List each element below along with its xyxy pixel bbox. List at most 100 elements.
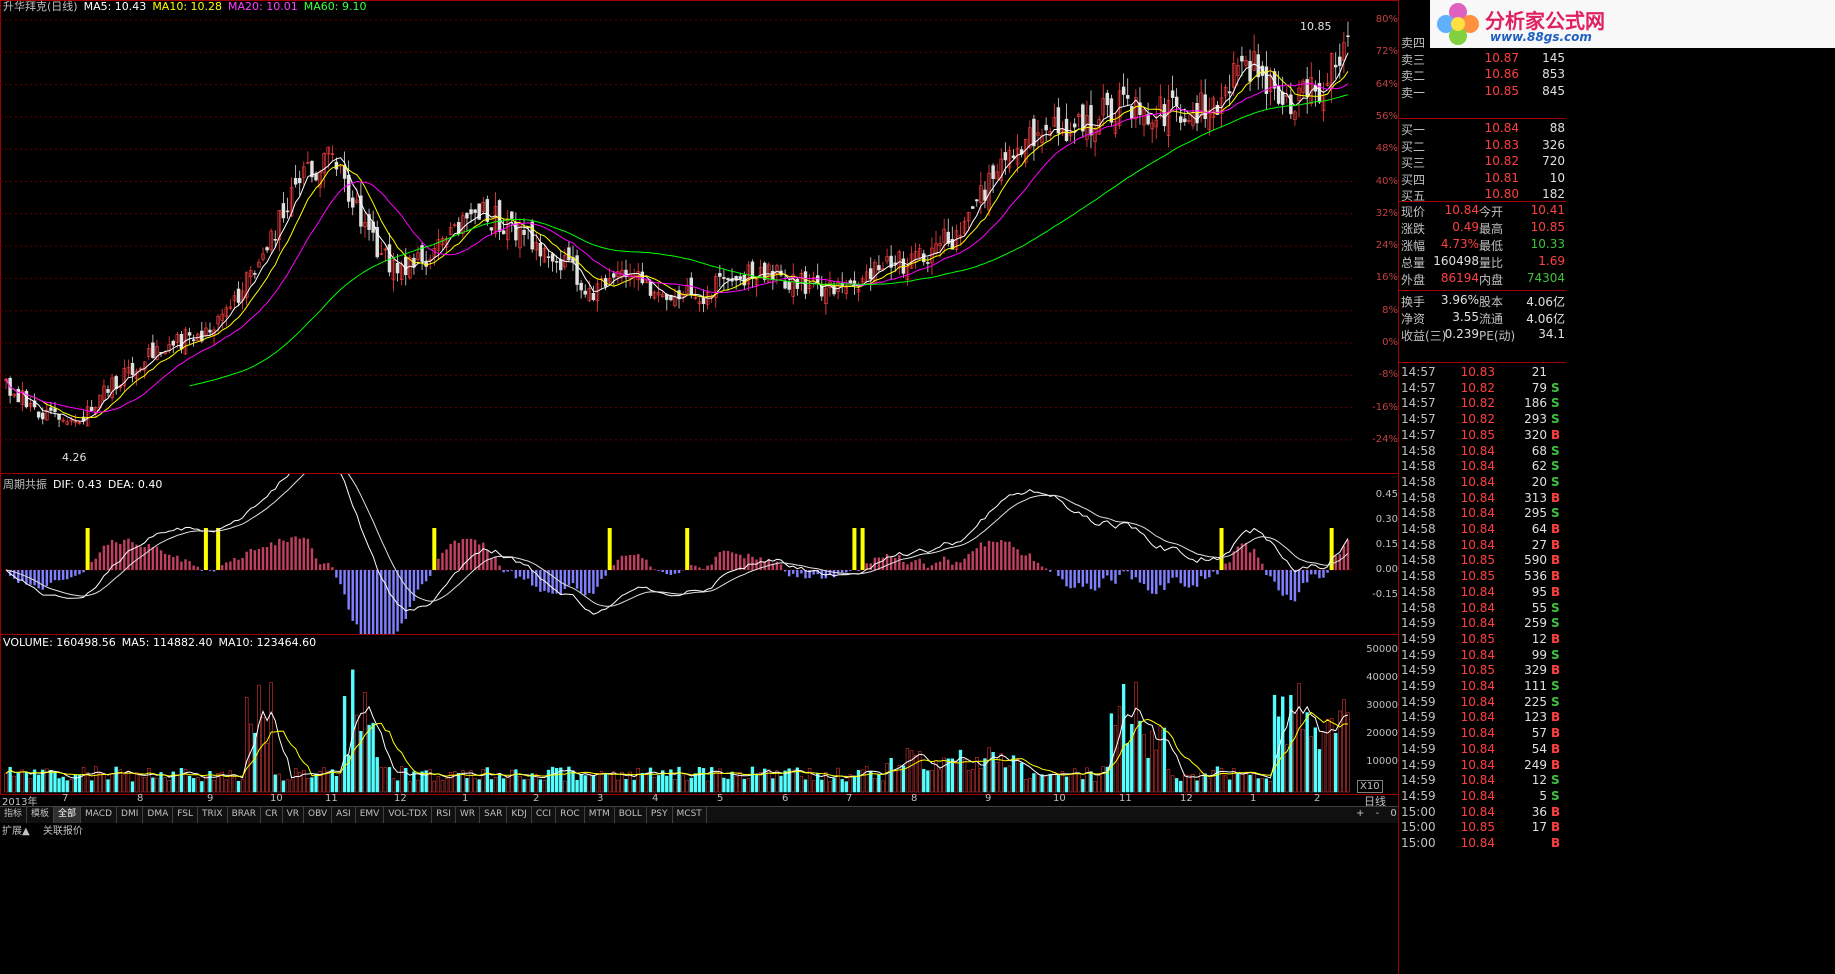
volume-bar bbox=[864, 766, 869, 793]
macd-axis-tick: 0.45 bbox=[1375, 489, 1398, 500]
indicator-tab[interactable]: MTM bbox=[585, 807, 615, 823]
indicator-tab[interactable]: VOL-TDX bbox=[384, 807, 433, 823]
volume-bar bbox=[1297, 683, 1301, 793]
indicator-tabbar: 指标 模板 全部 MACD DMI DMA FSL TRIX BRAR CR VR OBV ASI EMV… bbox=[0, 806, 1400, 823]
candle-body bbox=[970, 206, 975, 209]
tick-time: 14:59 bbox=[1401, 679, 1436, 693]
volume-bar bbox=[1028, 777, 1032, 793]
indicator-tab[interactable]: OBV bbox=[304, 807, 333, 823]
volume-bar bbox=[61, 776, 65, 793]
zoom-out-button[interactable]: - bbox=[1375, 808, 1380, 819]
volume-bar bbox=[913, 754, 918, 793]
zoom-reset-button[interactable]: 0 bbox=[1390, 808, 1397, 819]
volume-bar bbox=[85, 772, 90, 793]
volume-bar bbox=[995, 762, 999, 793]
indicator-tab[interactable]: CCI bbox=[532, 807, 557, 823]
indicator-tab[interactable]: VR bbox=[283, 807, 305, 823]
tick-qty: 295 bbox=[1524, 506, 1547, 521]
volume-bar bbox=[318, 771, 322, 793]
candle-body bbox=[110, 377, 114, 398]
related-quote-tab[interactable]: 关联报价 bbox=[42, 826, 83, 837]
candle-body bbox=[297, 178, 302, 184]
candle-body bbox=[1089, 105, 1093, 136]
volume-bar bbox=[65, 780, 69, 793]
volume-bar bbox=[1227, 779, 1232, 793]
candle-body bbox=[807, 284, 812, 289]
volume-bar bbox=[179, 768, 184, 793]
tick-time: 14:58 bbox=[1401, 569, 1436, 584]
indicator-tab[interactable]: RSI bbox=[432, 807, 456, 823]
indicator-tab[interactable]: MCST bbox=[673, 807, 707, 823]
volume-bar bbox=[1162, 727, 1167, 793]
tick-side: S bbox=[1551, 396, 1560, 411]
tick-qty: 68 bbox=[1531, 443, 1547, 458]
volume-bar bbox=[563, 780, 567, 793]
quote-label: 涨跌 bbox=[1401, 222, 1426, 236]
tick-price: 10.84 bbox=[1460, 741, 1495, 756]
volume-bar bbox=[624, 779, 628, 793]
expand-tab[interactable]: 扩展▲ bbox=[2, 826, 30, 837]
candle-body bbox=[1309, 77, 1313, 105]
candle-body bbox=[1138, 102, 1142, 115]
volume-bar bbox=[481, 768, 485, 793]
candle-body bbox=[522, 229, 526, 235]
volume-bar bbox=[734, 775, 738, 793]
candle-body bbox=[616, 271, 620, 277]
indicator-tab[interactable]: KDJ bbox=[507, 807, 532, 823]
indicator-tab[interactable]: EMV bbox=[356, 807, 385, 823]
sell-label: 卖三 bbox=[1401, 52, 1426, 67]
candle-body bbox=[1081, 104, 1085, 132]
volume-bar bbox=[783, 770, 787, 793]
tick-time: 14:59 bbox=[1401, 741, 1436, 756]
volume-bar bbox=[811, 780, 816, 793]
indicator-tab[interactable]: 模板 bbox=[27, 807, 55, 823]
volume-bar bbox=[457, 772, 461, 793]
volume-bar bbox=[1073, 768, 1077, 793]
indicator-tab[interactable]: DMI bbox=[117, 807, 144, 823]
indicator-tab[interactable]: ASI bbox=[332, 807, 356, 823]
candle-body bbox=[1130, 106, 1134, 119]
tick-time: 14:58 bbox=[1401, 459, 1436, 474]
watermark-logo: 分析家公式网 www.88gs.com bbox=[1430, 0, 1835, 48]
tick-time: 14:58 bbox=[1401, 522, 1436, 536]
indicator-tab[interactable]: TRIX bbox=[198, 807, 228, 823]
indicator-tab[interactable]: MACD bbox=[81, 807, 118, 823]
candle-body bbox=[493, 206, 498, 234]
price-axis-tick: 72% bbox=[1375, 46, 1398, 58]
finance-value2: 4.06亿 bbox=[1526, 295, 1565, 309]
indicator-tab[interactable]: CR bbox=[261, 807, 283, 823]
candle-body bbox=[346, 174, 351, 202]
zoom-in-button[interactable]: + bbox=[1356, 808, 1365, 819]
tick-qty: 111 bbox=[1524, 679, 1547, 693]
sell-price: 10.86 bbox=[1484, 67, 1519, 81]
tick-price: 10.84 bbox=[1460, 506, 1495, 521]
candle-body bbox=[983, 189, 987, 201]
volume-bar bbox=[530, 773, 534, 793]
indicator-tab[interactable]: BOLL bbox=[615, 807, 647, 823]
volume-bar bbox=[542, 780, 547, 793]
indicator-tab[interactable]: 全部 bbox=[54, 807, 82, 823]
volume-bar bbox=[261, 717, 265, 793]
tick-price: 10.84 bbox=[1460, 443, 1495, 458]
indicator-tab[interactable]: DMA bbox=[143, 807, 174, 823]
candle-body bbox=[1268, 76, 1273, 92]
volume-bar bbox=[799, 775, 804, 793]
indicator-tab[interactable]: FSL bbox=[173, 807, 198, 823]
period-label[interactable]: 日线 bbox=[1364, 795, 1386, 808]
buy-price: 10.84 bbox=[1484, 121, 1519, 135]
volume-bar bbox=[196, 777, 200, 793]
candle-body bbox=[718, 272, 722, 277]
indicator-tab[interactable]: BRAR bbox=[228, 807, 262, 823]
finance-label: 净资 bbox=[1401, 312, 1426, 326]
candle-body bbox=[917, 248, 922, 258]
indicator-tab[interactable]: SAR bbox=[480, 807, 508, 823]
resonance-signal-bar bbox=[1219, 528, 1224, 570]
indicator-tab[interactable]: PSY bbox=[647, 807, 673, 823]
indicator-tab[interactable]: WR bbox=[456, 807, 481, 823]
volume-bar bbox=[583, 775, 587, 793]
tick-price: 10.84 bbox=[1460, 616, 1495, 631]
price-axis-tick: 80% bbox=[1375, 14, 1398, 25]
indicator-tab[interactable]: ROC bbox=[556, 807, 585, 823]
indicator-tab[interactable]: 指标 bbox=[0, 807, 28, 823]
candle-body bbox=[991, 165, 995, 179]
